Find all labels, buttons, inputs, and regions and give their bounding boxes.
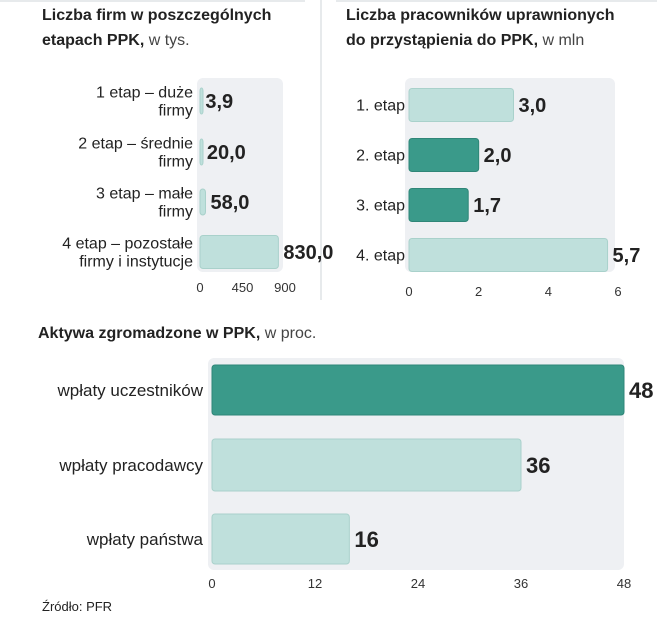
tick-label: 36 xyxy=(514,576,528,591)
category-label: 3. etap xyxy=(356,198,405,215)
value-label: 3,0 xyxy=(519,95,547,117)
value-label: 1,7 xyxy=(473,195,501,217)
value-label: 58,0 xyxy=(210,192,249,214)
category-label: wpłaty uczestników xyxy=(56,381,203,400)
tick-label: 12 xyxy=(308,576,322,591)
bar xyxy=(408,88,514,122)
category-label: 2. etap xyxy=(356,148,405,165)
category-label: 2 etap – średnie xyxy=(78,136,193,153)
tick-label: 24 xyxy=(411,576,425,591)
chart-unit-workers: w mln xyxy=(538,32,584,49)
bar xyxy=(408,238,609,272)
category-label: 4 etap – pozostałe xyxy=(62,236,193,253)
tick-label: 900 xyxy=(274,280,296,295)
chart-title-assets: Aktywa zgromadzone w PPK, w proc. xyxy=(38,325,316,342)
tick-label: 48 xyxy=(617,576,631,591)
bar xyxy=(199,87,204,115)
plot-area-workers xyxy=(405,78,615,272)
plot-area-firms xyxy=(197,78,283,272)
bar xyxy=(211,438,522,492)
chart-unit-assets: w proc. xyxy=(260,325,316,342)
bar xyxy=(199,188,206,216)
chart-workers: Liczba pracowników uprawnionych do przyst… xyxy=(346,7,640,299)
tick-label: 0 xyxy=(196,280,203,295)
chart-unit-firms: w tys. xyxy=(144,32,189,49)
value-label: 48 xyxy=(629,378,653,403)
category-label: 3 etap – małe xyxy=(96,186,193,203)
chart-assets: Aktywa zgromadzone w PPK, w proc. wpłaty … xyxy=(38,325,653,591)
value-label: 830,0 xyxy=(283,242,333,264)
value-label: 16 xyxy=(354,527,378,552)
category-label: 1. etap xyxy=(356,98,405,115)
category-label: 1 etap – duże xyxy=(96,85,193,102)
value-label: 20,0 xyxy=(207,142,246,164)
tick-label: 2 xyxy=(475,284,482,299)
tick-label: 4 xyxy=(545,284,552,299)
chart-title-firms: Liczba firm w poszczególnych xyxy=(42,7,271,24)
chart-firms: Liczba firm w poszczególnych etapach PPK,… xyxy=(42,7,333,295)
category-label: firmy xyxy=(158,204,193,221)
bar xyxy=(199,235,279,269)
category-label: firmy xyxy=(158,154,193,171)
source-note: Źródło: PFR xyxy=(42,599,112,614)
bar xyxy=(408,138,480,172)
value-label: 2,0 xyxy=(484,145,512,167)
bar xyxy=(199,138,204,166)
value-label: 36 xyxy=(526,453,550,478)
value-label: 5,7 xyxy=(613,245,641,267)
tick-label: 450 xyxy=(232,280,254,295)
bar xyxy=(211,364,625,416)
chart-title-workers: do przystąpienia do PPK, w mln xyxy=(346,32,584,49)
bar xyxy=(211,513,350,565)
tick-label: 0 xyxy=(208,576,215,591)
category-label: 4. etap xyxy=(356,248,405,265)
chart-title-workers: Liczba pracowników uprawnionych xyxy=(346,7,614,24)
tick-label: 0 xyxy=(405,284,412,299)
chart-title-firms: etapach PPK, w tys. xyxy=(42,32,190,49)
category-label: wpłaty państwa xyxy=(86,530,204,549)
value-label: 3,9 xyxy=(205,91,233,113)
category-label: firmy xyxy=(158,103,193,120)
category-label: firmy i instytucje xyxy=(79,254,193,271)
bar xyxy=(408,188,469,222)
tick-label: 6 xyxy=(614,284,621,299)
category-label: wpłaty pracodawcy xyxy=(58,456,203,475)
